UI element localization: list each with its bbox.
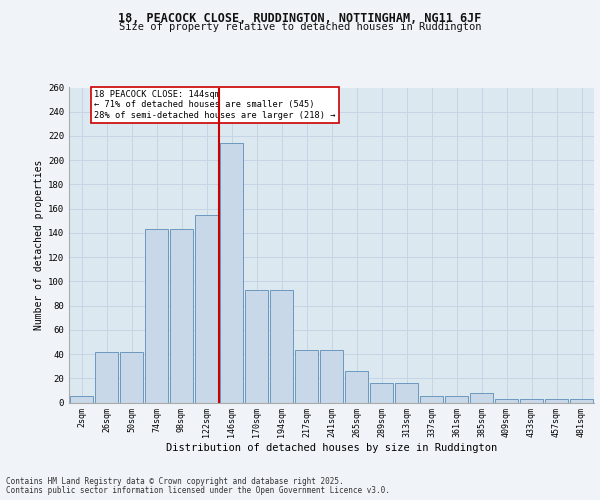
Text: Size of property relative to detached houses in Ruddington: Size of property relative to detached ho… <box>119 22 481 32</box>
Bar <box>495 399 518 402</box>
Y-axis label: Number of detached properties: Number of detached properties <box>34 160 44 330</box>
Bar <box>445 396 468 402</box>
Bar <box>345 371 368 402</box>
Bar <box>370 383 393 402</box>
Text: Contains public sector information licensed under the Open Government Licence v3: Contains public sector information licen… <box>6 486 390 495</box>
Text: Contains HM Land Registry data © Crown copyright and database right 2025.: Contains HM Land Registry data © Crown c… <box>6 477 344 486</box>
Bar <box>95 352 118 403</box>
Bar <box>295 350 318 403</box>
Bar <box>120 352 143 403</box>
Bar <box>420 396 443 402</box>
Bar <box>570 399 593 402</box>
Bar <box>520 399 543 402</box>
Bar <box>170 229 193 402</box>
Text: 18 PEACOCK CLOSE: 144sqm
← 71% of detached houses are smaller (545)
28% of semi-: 18 PEACOCK CLOSE: 144sqm ← 71% of detach… <box>94 90 335 120</box>
Bar <box>320 350 343 403</box>
Bar <box>145 229 168 402</box>
Bar <box>245 290 268 403</box>
Text: 18, PEACOCK CLOSE, RUDDINGTON, NOTTINGHAM, NG11 6JF: 18, PEACOCK CLOSE, RUDDINGTON, NOTTINGHA… <box>118 12 482 26</box>
Bar <box>470 393 493 402</box>
Bar <box>195 214 218 402</box>
Bar <box>395 383 418 402</box>
Bar <box>270 290 293 403</box>
X-axis label: Distribution of detached houses by size in Ruddington: Distribution of detached houses by size … <box>166 443 497 453</box>
Bar <box>70 396 93 402</box>
Bar <box>220 143 243 403</box>
Bar <box>545 399 568 402</box>
